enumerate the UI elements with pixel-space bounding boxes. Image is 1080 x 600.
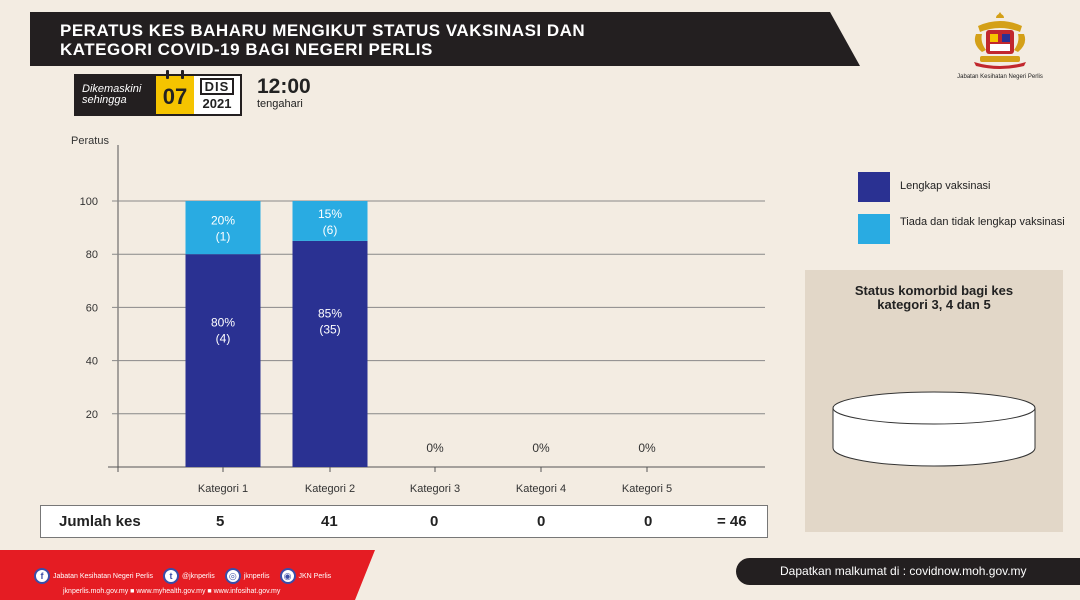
totals-row: Jumlah kes 5 41 0 0 0 = 46 [40,505,768,538]
updated-label: Dikemaskini sehingga [76,76,156,114]
y-axis-label: Peratus [71,135,109,147]
website-links[interactable]: jknperlis.moh.gov.my ■ www.myhealth.gov.… [63,588,281,595]
total-kategori-5: 0 [644,513,653,530]
total-kategori-4: 0 [537,513,546,530]
data-count-complete-1: (4) [216,331,231,345]
instagram-link[interactable]: jknperlis [243,572,270,580]
total-kategori-1: 5 [216,513,225,530]
x-tick-label-4: Kategori 4 [516,483,566,495]
social-footer: f Jabatan Kesihatan Negeri Perlis t @jkn… [0,550,375,600]
data-count-incomplete-1: (1) [216,230,231,244]
agency-caption: Jabatan Kesihatan Negeri Perlis [957,74,1043,80]
comorbid-panel: Status komorbid bagi kes kategori 3, 4 d… [805,270,1063,532]
zero-label-kategori-3: 0% [426,441,444,455]
x-tick-label-5: Kategori 5 [622,483,672,495]
updated-badge: Dikemaskini sehingga 07 DIS 2021 [74,70,242,116]
calendar-day: 07 [156,70,194,114]
y-tick-label-100: 100 [80,196,98,208]
facebook-link[interactable]: Jabatan Kesihatan Negeri Perlis [53,572,154,580]
calendar-month-year: DIS 2021 [194,76,240,114]
x-tick-label-3: Kategori 3 [410,483,460,495]
bar-incomplete-kategori-2 [292,201,368,241]
data-count-incomplete-2: (6) [323,223,338,237]
chart-legend: Lengkap vaksinasi Tiada dan tidak lengka… [858,172,1080,256]
comorbid-title: Status komorbid bagi kes kategori 3, 4 d… [854,283,1014,312]
data-label-incomplete-2: 15% [318,207,342,221]
x-tick-label-1: Kategori 1 [198,483,248,495]
title-line-2: KATEGORI COVID-19 BAGI NEGERI PERLIS [60,40,433,59]
bar-incomplete-kategori-1 [185,201,261,255]
calendar-year: 2021 [202,96,232,111]
title-line-1: PERATUS KES BAHARU MENGIKUT STATUS VAKSI… [60,21,586,40]
updated-label-line-2: sehingga [82,94,127,106]
time-suffix: tengahari [257,98,303,110]
x-tick-label-2: Kategori 2 [305,483,355,495]
coat-of-arms-logo [974,12,1026,69]
page-title: PERATUS KES BAHARU MENGIKUT STATUS VAKSI… [60,21,585,59]
bar-complete-kategori-2 [292,240,368,467]
zero-label-kategori-5: 0% [638,441,656,455]
info-link-banner[interactable]: Dapatkan malkumat di : covidnow.moh.gov.… [736,558,1080,585]
y-tick-label-80: 80 [86,249,98,261]
y-tick-label-60: 60 [86,302,98,314]
data-label-incomplete-1: 20% [211,214,235,228]
calendar-month: DIS [199,78,235,95]
data-label-complete-1: 80% [211,315,235,329]
legend-label-incomplete: Tiada dan tidak lengkap vaksinasi [900,216,1065,228]
legend-item-complete: Lengkap vaksinasi [858,172,1080,202]
twitter-icon[interactable]: t [163,568,180,584]
facebook-icon[interactable]: f [34,568,50,584]
total-kategori-3: 0 [430,513,439,530]
social-icon[interactable]: ◉ [279,568,296,584]
updated-label-line-1: Dikemaskini [82,83,142,95]
update-time: 12:00 tengahari [257,75,311,111]
time-value: 12:00 [257,75,311,98]
title-banner: PERATUS KES BAHARU MENGIKUT STATUS VAKSI… [30,12,860,66]
bar-complete-kategori-1 [185,254,261,467]
y-tick-label-20: 20 [86,409,98,421]
twitter-link[interactable]: @jknperlis [182,572,215,580]
legend-label-complete: Lengkap vaksinasi [900,180,991,192]
total-kategori-2: 41 [321,513,338,530]
other-social-link[interactable]: JKN Perlis [298,572,332,580]
empty-pie-cylinder [832,391,1036,467]
data-count-complete-2: (35) [319,323,340,337]
social-links: f Jabatan Kesihatan Negeri Perlis t @jkn… [34,568,331,584]
zero-label-kategori-4: 0% [532,441,550,455]
legend-item-incomplete: Tiada dan tidak lengkap vaksinasi [858,214,1080,244]
legend-swatch-incomplete [858,214,890,244]
totals-label: Jumlah kes [59,513,141,530]
y-tick-label-40: 40 [86,356,98,368]
legend-swatch-complete [858,172,890,202]
grand-total: = 46 [717,513,747,530]
instagram-icon[interactable]: ◎ [224,568,241,584]
data-label-complete-2: 85% [318,307,342,321]
